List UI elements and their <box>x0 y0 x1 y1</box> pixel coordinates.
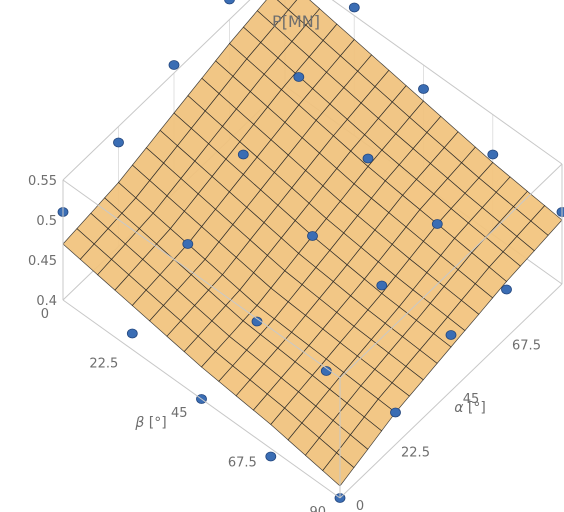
y-axis-var: β <box>134 415 144 431</box>
x-axis-label: α [°] <box>454 400 486 416</box>
y-axis-unit: [°] <box>144 415 166 431</box>
data-point <box>237 149 249 160</box>
data-point <box>418 84 429 94</box>
box-edge-top-x <box>339 163 563 379</box>
data-point <box>362 153 374 164</box>
data-point <box>293 72 305 82</box>
y-axis-label: β [°] <box>134 415 166 431</box>
x-tick-label: 0 <box>356 499 364 512</box>
data-points <box>57 0 564 503</box>
box-edge-front-base-x <box>339 283 563 499</box>
z-tick-label: 0.45 <box>28 254 57 269</box>
x-tick-label: 22.5 <box>401 446 430 461</box>
data-point <box>126 328 138 339</box>
y-tick-label: 45 <box>171 406 188 421</box>
y-tick-label: 22.5 <box>89 357 118 372</box>
surface-mesh <box>62 0 563 487</box>
z-tick-label: 0.5 <box>36 214 57 229</box>
data-point <box>113 137 124 148</box>
data-point <box>348 2 360 13</box>
x-tick-label: 45 <box>463 392 480 407</box>
data-point <box>320 366 332 376</box>
data-point <box>431 219 443 229</box>
data-point <box>168 60 180 70</box>
y-tick-label: 90 <box>309 505 326 512</box>
data-point <box>376 280 388 291</box>
data-point <box>501 284 512 295</box>
data-point <box>390 407 401 418</box>
data-point <box>487 149 499 160</box>
bounding-box-front <box>62 163 563 499</box>
data-point <box>251 316 263 327</box>
box-edge-front-base-y <box>62 299 341 499</box>
z-tick-label: 0.55 <box>28 174 57 189</box>
chart-title: P[MN] <box>272 12 320 31</box>
data-point <box>445 330 457 340</box>
data-point <box>182 239 194 249</box>
x-tick-label: 67.5 <box>512 339 541 354</box>
x-axis-var: α <box>454 400 464 416</box>
z-tick-label: 0.4 <box>36 294 57 309</box>
data-point <box>265 451 277 462</box>
data-point <box>224 0 235 5</box>
y-tick-label: 0 <box>41 307 49 322</box>
x-axis-unit: [°] <box>463 400 485 416</box>
y-tick-label: 67.5 <box>228 456 257 471</box>
box-edge-top-y <box>62 179 341 379</box>
data-point <box>556 207 564 217</box>
surface-cell <box>322 452 355 487</box>
data-point <box>307 231 318 241</box>
